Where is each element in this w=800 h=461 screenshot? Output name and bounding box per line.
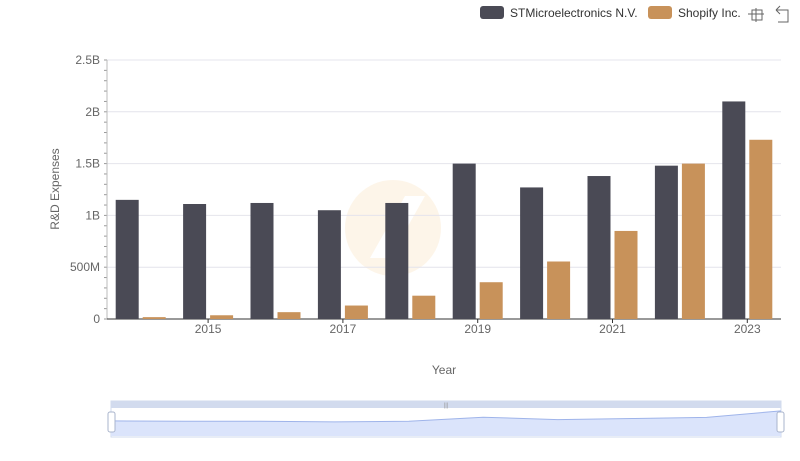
x-tick-label: 2023 [734, 322, 761, 336]
y-tick-label: 0 [93, 312, 100, 326]
bar-shopify-2015[interactable] [210, 315, 234, 319]
x-tick-label: 2015 [195, 322, 222, 336]
legend-item-stmicroelectronics[interactable]: STMicroelectronics N.V. [480, 6, 638, 20]
bar-stmicroelectronics-2017[interactable] [317, 210, 341, 319]
y-axis: 0 500M 1B 1.5B 2B 2.5B [70, 53, 108, 326]
bar-stmicroelectronics-2023[interactable] [722, 101, 746, 319]
legend-swatch [480, 6, 504, 19]
bar-shopify-2019[interactable] [479, 282, 503, 319]
restore-icon[interactable] [775, 5, 789, 23]
y-tick-label: 500M [70, 260, 100, 274]
y-axis-title: R&D Expenses [48, 148, 62, 229]
x-tick-label: 2019 [464, 322, 491, 336]
x-tick-label: 2021 [599, 322, 626, 336]
y-tick-label: 2B [85, 105, 100, 119]
bar-stmicroelectronics-2016[interactable] [250, 202, 274, 319]
x-tick-label: 2017 [330, 322, 357, 336]
bar-shopify-2023[interactable] [749, 139, 773, 319]
slider-handle-grip: ||| [444, 403, 449, 409]
legend: STMicroelectronics N.V. Shopify Inc. [480, 6, 741, 20]
bar-stmicroelectronics-2019[interactable] [452, 163, 476, 319]
slider-handle-right[interactable] [776, 411, 785, 433]
bar-stmicroelectronics-2014[interactable] [115, 199, 139, 319]
bar-shopify-2016[interactable] [277, 312, 301, 319]
bar-shopify-2018[interactable] [412, 295, 436, 319]
legend-swatch [648, 6, 672, 19]
bar-shopify-2017[interactable] [344, 305, 368, 319]
slider-handle-left[interactable] [107, 411, 116, 433]
bar-shopify-2014[interactable] [142, 317, 166, 319]
data-zoom-slider[interactable]: ||| [107, 400, 785, 438]
legend-label: STMicroelectronics N.V. [510, 6, 638, 20]
x-axis-title: Year [432, 363, 456, 377]
bars [115, 101, 773, 319]
bar-stmicroelectronics-2015[interactable] [183, 204, 207, 319]
legend-item-shopify[interactable]: Shopify Inc. [648, 6, 741, 20]
x-axis: 2015 2017 2019 2021 2023 [107, 318, 781, 336]
legend-label: Shopify Inc. [678, 6, 741, 20]
zoom-select-icon[interactable] [748, 8, 764, 22]
y-tick-label: 1.5B [75, 157, 100, 171]
y-tick-label: 1B [85, 208, 100, 222]
gridlines [107, 59, 781, 320]
bar-stmicroelectronics-2018[interactable] [385, 202, 409, 319]
slider-preview-area [111, 410, 781, 436]
slider-preview-line [110, 410, 782, 423]
bar-stmicroelectronics-2021[interactable] [587, 176, 611, 319]
y-tick-label: 2.5B [75, 53, 100, 67]
slider-top-bar[interactable] [111, 401, 781, 408]
bar-shopify-2021[interactable] [614, 230, 638, 319]
bar-stmicroelectronics-2022[interactable] [654, 165, 678, 319]
bar-stmicroelectronics-2020[interactable] [520, 187, 544, 319]
bar-shopify-2022[interactable] [681, 163, 705, 319]
bar-shopify-2020[interactable] [547, 261, 571, 319]
